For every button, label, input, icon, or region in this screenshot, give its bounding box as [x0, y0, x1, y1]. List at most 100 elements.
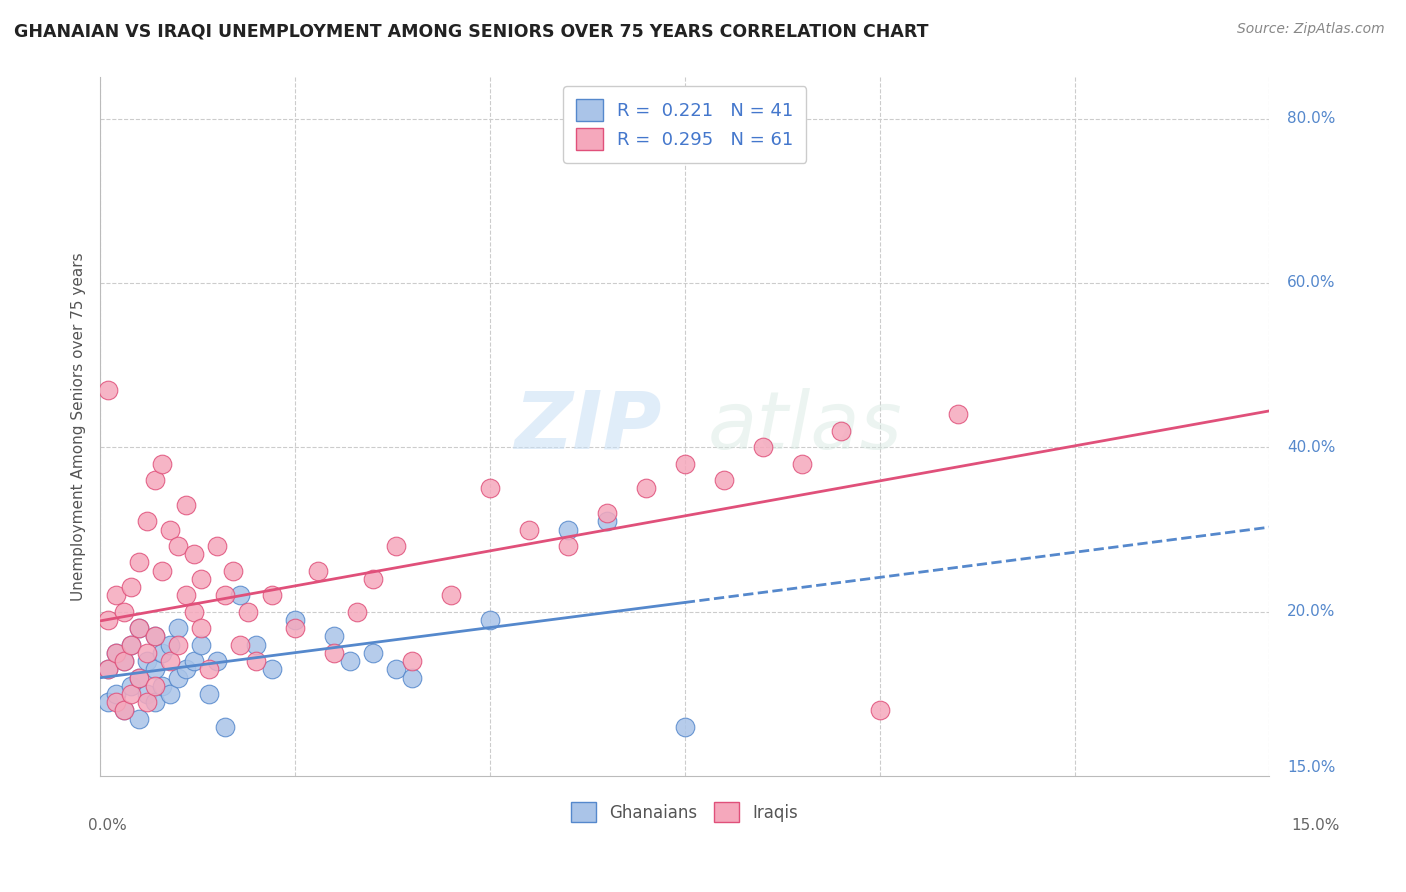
Point [159, 523, 181, 537]
Point [97, 662, 120, 676]
Point [634, 482, 657, 496]
Point [245, 638, 267, 652]
Point [167, 671, 190, 685]
Point [97, 695, 120, 709]
Point [112, 605, 135, 619]
Point [167, 621, 190, 635]
Point [120, 580, 142, 594]
Point [557, 523, 579, 537]
Point [120, 687, 142, 701]
Text: 60.0%: 60.0% [1286, 276, 1336, 291]
Point [673, 720, 696, 734]
Point [128, 712, 150, 726]
Point [97, 613, 120, 627]
Point [190, 621, 212, 635]
Point [143, 629, 166, 643]
Point [143, 679, 166, 693]
Point [361, 572, 384, 586]
Point [183, 547, 205, 561]
Point [143, 629, 166, 643]
Point [104, 588, 127, 602]
Point [112, 703, 135, 717]
Point [260, 662, 283, 676]
Point [183, 605, 205, 619]
Point [214, 588, 236, 602]
Point [596, 514, 619, 528]
Point [135, 646, 157, 660]
Point [112, 654, 135, 668]
Point [104, 646, 127, 660]
Point [97, 383, 120, 397]
Point [214, 720, 236, 734]
Point [143, 695, 166, 709]
Point [128, 621, 150, 635]
Point [167, 539, 190, 553]
Point [135, 514, 157, 528]
Point [361, 646, 384, 660]
Point [128, 621, 150, 635]
Point [869, 703, 891, 717]
Point [205, 539, 228, 553]
Point [190, 638, 212, 652]
Point [346, 605, 368, 619]
Point [385, 662, 408, 676]
Point [401, 671, 423, 685]
Point [307, 564, 329, 578]
Point [167, 638, 190, 652]
Point [238, 605, 260, 619]
Point [284, 613, 307, 627]
Text: 80.0%: 80.0% [1286, 111, 1336, 126]
Point [557, 539, 579, 553]
Point [159, 654, 181, 668]
Text: 20.0%: 20.0% [1286, 604, 1336, 619]
Text: Source: ZipAtlas.com: Source: ZipAtlas.com [1237, 22, 1385, 37]
Point [221, 564, 243, 578]
Text: atlas: atlas [709, 388, 903, 466]
Point [401, 654, 423, 668]
Point [229, 588, 252, 602]
Point [440, 588, 463, 602]
Point [104, 695, 127, 709]
Point [245, 654, 267, 668]
Text: 0.0%: 0.0% [89, 818, 127, 833]
Point [198, 662, 221, 676]
Point [120, 638, 142, 652]
Point [112, 703, 135, 717]
Point [174, 588, 197, 602]
Point [229, 638, 252, 652]
Point [143, 473, 166, 487]
Point [478, 613, 501, 627]
Point [190, 572, 212, 586]
Text: 15.0%: 15.0% [1286, 761, 1336, 775]
Text: GHANAIAN VS IRAQI UNEMPLOYMENT AMONG SENIORS OVER 75 YEARS CORRELATION CHART: GHANAIAN VS IRAQI UNEMPLOYMENT AMONG SEN… [14, 22, 928, 40]
Point [205, 654, 228, 668]
Point [152, 679, 174, 693]
Point [260, 588, 283, 602]
Text: 40.0%: 40.0% [1286, 440, 1336, 455]
Point [104, 687, 127, 701]
Point [183, 654, 205, 668]
Point [128, 671, 150, 685]
Point [790, 457, 813, 471]
Point [339, 654, 361, 668]
Point [135, 654, 157, 668]
Y-axis label: Unemployment Among Seniors over 75 years: Unemployment Among Seniors over 75 years [72, 252, 86, 601]
Point [120, 638, 142, 652]
Point [174, 498, 197, 512]
Point [120, 679, 142, 693]
Point [284, 621, 307, 635]
Point [152, 564, 174, 578]
Point [323, 646, 346, 660]
Point [152, 646, 174, 660]
Point [112, 654, 135, 668]
Point [385, 539, 408, 553]
Point [104, 646, 127, 660]
Point [159, 687, 181, 701]
Point [152, 457, 174, 471]
Point [713, 473, 735, 487]
Point [673, 457, 696, 471]
Point [143, 662, 166, 676]
Point [596, 506, 619, 520]
Point [174, 662, 197, 676]
Point [478, 482, 501, 496]
